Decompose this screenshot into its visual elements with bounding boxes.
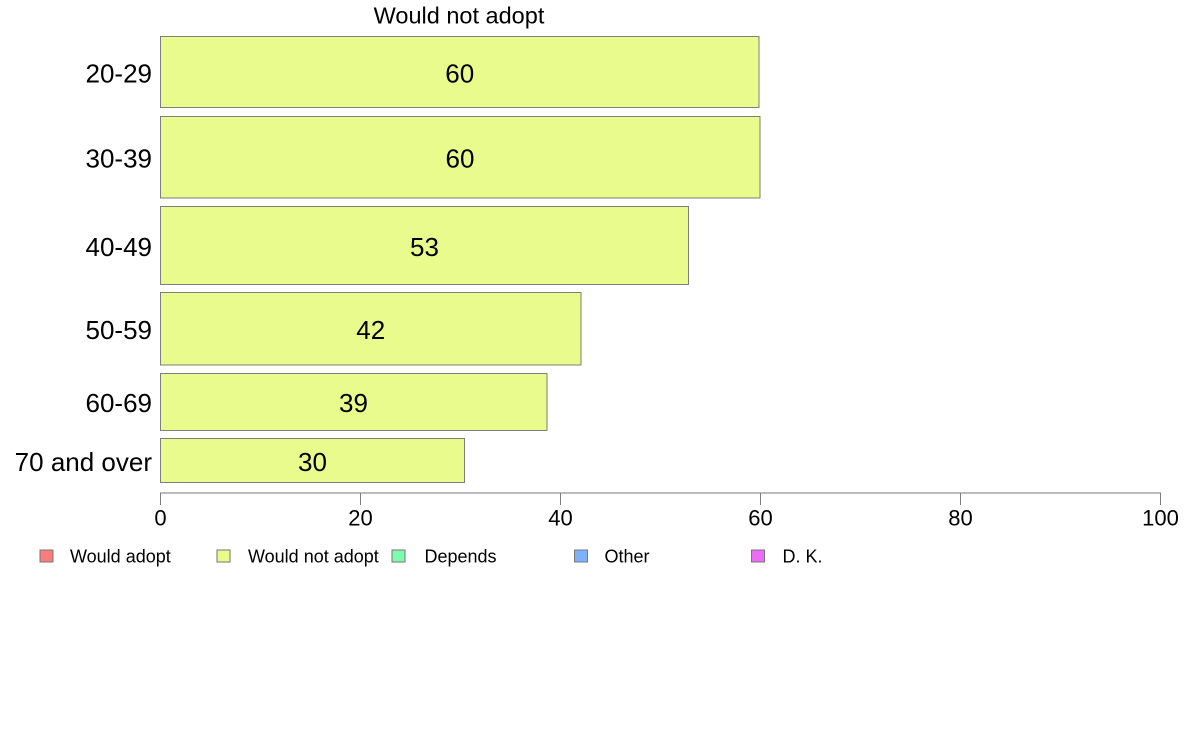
svg-text:D. K.: D. K. (783, 547, 823, 567)
svg-text:40: 40 (548, 505, 572, 530)
svg-text:30-39: 30-39 (86, 144, 153, 174)
svg-text:39: 39 (339, 388, 368, 418)
svg-text:60: 60 (748, 505, 772, 530)
svg-text:20: 20 (348, 505, 372, 530)
svg-text:Depends: Depends (425, 547, 497, 567)
svg-text:70 and over: 70 and over (15, 447, 153, 477)
svg-text:80: 80 (948, 505, 972, 530)
svg-text:0: 0 (154, 505, 166, 530)
svg-text:Other: Other (605, 547, 650, 567)
svg-text:Would not adopt: Would not adopt (248, 547, 379, 567)
svg-text:Would not adopt: Would not adopt (374, 3, 545, 29)
svg-text:60: 60 (445, 58, 474, 88)
svg-text:53: 53 (410, 232, 439, 262)
svg-text:42: 42 (356, 315, 385, 345)
svg-text:60-69: 60-69 (86, 388, 153, 418)
svg-text:40-49: 40-49 (86, 232, 153, 262)
svg-text:60: 60 (446, 144, 475, 174)
svg-text:20-29: 20-29 (86, 58, 153, 88)
svg-text:Would adopt: Would adopt (70, 547, 171, 567)
svg-text:30: 30 (298, 447, 327, 477)
svg-text:100: 100 (1142, 505, 1179, 530)
svg-text:50-59: 50-59 (86, 315, 153, 345)
